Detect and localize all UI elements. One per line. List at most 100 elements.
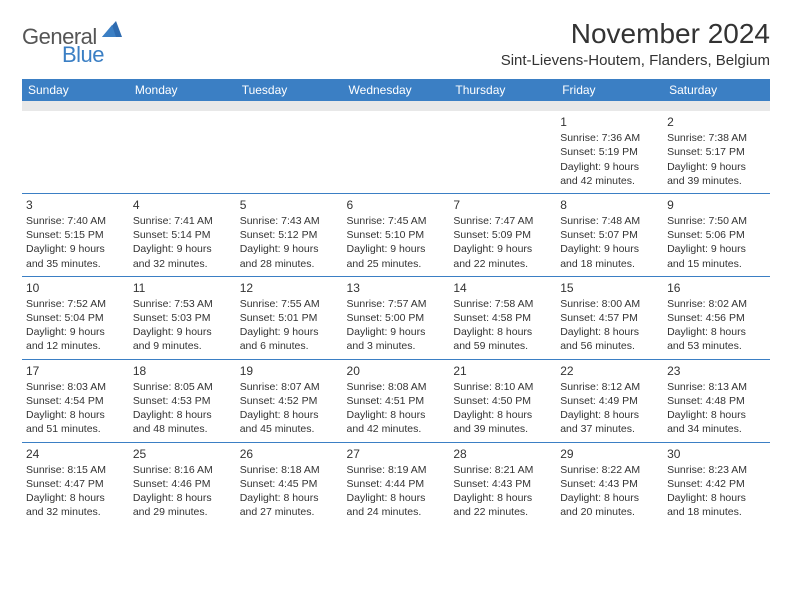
day-number: 9 [667, 197, 766, 213]
daylight-text: Daylight: 8 hours and 39 minutes. [453, 408, 552, 436]
day-cell: 9Sunrise: 7:50 AMSunset: 5:06 PMDaylight… [663, 193, 770, 276]
daylight-text: Daylight: 9 hours and 15 minutes. [667, 242, 766, 270]
day-cell: 15Sunrise: 8:00 AMSunset: 4:57 PMDayligh… [556, 276, 663, 359]
week-row: 10Sunrise: 7:52 AMSunset: 5:04 PMDayligh… [22, 276, 770, 359]
daylight-text: Daylight: 8 hours and 51 minutes. [26, 408, 125, 436]
daylight-text: Daylight: 8 hours and 34 minutes. [667, 408, 766, 436]
day-number: 4 [133, 197, 232, 213]
daylight-text: Daylight: 9 hours and 6 minutes. [240, 325, 339, 353]
day-number: 6 [347, 197, 446, 213]
sunset-text: Sunset: 5:03 PM [133, 311, 232, 325]
day-cell [129, 111, 236, 193]
day-cell: 26Sunrise: 8:18 AMSunset: 4:45 PMDayligh… [236, 442, 343, 524]
sunset-text: Sunset: 4:42 PM [667, 477, 766, 491]
day-cell: 20Sunrise: 8:08 AMSunset: 4:51 PMDayligh… [343, 359, 450, 442]
sunrise-text: Sunrise: 7:40 AM [26, 214, 125, 228]
daylight-text: Daylight: 8 hours and 27 minutes. [240, 491, 339, 519]
daylight-text: Daylight: 9 hours and 39 minutes. [667, 160, 766, 188]
sunset-text: Sunset: 4:56 PM [667, 311, 766, 325]
sunrise-text: Sunrise: 7:38 AM [667, 131, 766, 145]
day-cell: 29Sunrise: 8:22 AMSunset: 4:43 PMDayligh… [556, 442, 663, 524]
day-number: 27 [347, 446, 446, 462]
day-number: 11 [133, 280, 232, 296]
sunrise-text: Sunrise: 7:58 AM [453, 297, 552, 311]
day-cell: 23Sunrise: 8:13 AMSunset: 4:48 PMDayligh… [663, 359, 770, 442]
daylight-text: Daylight: 9 hours and 22 minutes. [453, 242, 552, 270]
sunset-text: Sunset: 4:47 PM [26, 477, 125, 491]
day-cell: 18Sunrise: 8:05 AMSunset: 4:53 PMDayligh… [129, 359, 236, 442]
sunset-text: Sunset: 4:53 PM [133, 394, 232, 408]
day-number: 12 [240, 280, 339, 296]
sunrise-text: Sunrise: 7:45 AM [347, 214, 446, 228]
sunset-text: Sunset: 4:43 PM [560, 477, 659, 491]
sunset-text: Sunset: 5:06 PM [667, 228, 766, 242]
daylight-text: Daylight: 8 hours and 45 minutes. [240, 408, 339, 436]
day-number: 8 [560, 197, 659, 213]
sunset-text: Sunset: 4:58 PM [453, 311, 552, 325]
daylight-text: Daylight: 8 hours and 42 minutes. [347, 408, 446, 436]
sunset-text: Sunset: 5:12 PM [240, 228, 339, 242]
sunset-text: Sunset: 4:49 PM [560, 394, 659, 408]
day-number: 7 [453, 197, 552, 213]
day-number: 14 [453, 280, 552, 296]
sunrise-text: Sunrise: 7:52 AM [26, 297, 125, 311]
day-cell: 16Sunrise: 8:02 AMSunset: 4:56 PMDayligh… [663, 276, 770, 359]
daylight-text: Daylight: 9 hours and 35 minutes. [26, 242, 125, 270]
sunrise-text: Sunrise: 8:08 AM [347, 380, 446, 394]
sunrise-text: Sunrise: 8:03 AM [26, 380, 125, 394]
daylight-text: Daylight: 8 hours and 53 minutes. [667, 325, 766, 353]
day-header: Friday [556, 79, 663, 101]
day-header: Wednesday [343, 79, 450, 101]
day-number: 5 [240, 197, 339, 213]
sunrise-text: Sunrise: 7:57 AM [347, 297, 446, 311]
sunset-text: Sunset: 5:15 PM [26, 228, 125, 242]
spacer-row [22, 101, 770, 111]
sunrise-text: Sunrise: 8:15 AM [26, 463, 125, 477]
day-number: 18 [133, 363, 232, 379]
daylight-text: Daylight: 8 hours and 37 minutes. [560, 408, 659, 436]
sunrise-text: Sunrise: 7:36 AM [560, 131, 659, 145]
sunset-text: Sunset: 5:19 PM [560, 145, 659, 159]
day-number: 20 [347, 363, 446, 379]
daylight-text: Daylight: 8 hours and 20 minutes. [560, 491, 659, 519]
sunrise-text: Sunrise: 7:48 AM [560, 214, 659, 228]
day-number: 19 [240, 363, 339, 379]
day-cell: 27Sunrise: 8:19 AMSunset: 4:44 PMDayligh… [343, 442, 450, 524]
day-cell: 6Sunrise: 7:45 AMSunset: 5:10 PMDaylight… [343, 193, 450, 276]
sunset-text: Sunset: 5:17 PM [667, 145, 766, 159]
sunset-text: Sunset: 4:52 PM [240, 394, 339, 408]
daylight-text: Daylight: 9 hours and 3 minutes. [347, 325, 446, 353]
sunset-text: Sunset: 5:01 PM [240, 311, 339, 325]
day-cell: 21Sunrise: 8:10 AMSunset: 4:50 PMDayligh… [449, 359, 556, 442]
daylight-text: Daylight: 9 hours and 9 minutes. [133, 325, 232, 353]
day-cell [236, 111, 343, 193]
sunrise-text: Sunrise: 8:23 AM [667, 463, 766, 477]
day-cell [343, 111, 450, 193]
day-header: Sunday [22, 79, 129, 101]
day-number: 23 [667, 363, 766, 379]
calendar-table: Sunday Monday Tuesday Wednesday Thursday… [22, 79, 770, 524]
sunset-text: Sunset: 4:45 PM [240, 477, 339, 491]
day-cell: 11Sunrise: 7:53 AMSunset: 5:03 PMDayligh… [129, 276, 236, 359]
day-number: 22 [560, 363, 659, 379]
day-number: 28 [453, 446, 552, 462]
day-number: 26 [240, 446, 339, 462]
sunrise-text: Sunrise: 8:21 AM [453, 463, 552, 477]
header: General Blue November 2024 Sint-Lievens-… [22, 18, 770, 69]
day-cell [449, 111, 556, 193]
month-title: November 2024 [501, 18, 770, 50]
sunset-text: Sunset: 4:57 PM [560, 311, 659, 325]
day-cell: 13Sunrise: 7:57 AMSunset: 5:00 PMDayligh… [343, 276, 450, 359]
sunrise-text: Sunrise: 7:55 AM [240, 297, 339, 311]
daylight-text: Daylight: 9 hours and 32 minutes. [133, 242, 232, 270]
daylight-text: Daylight: 8 hours and 32 minutes. [26, 491, 125, 519]
sunset-text: Sunset: 4:54 PM [26, 394, 125, 408]
day-number: 16 [667, 280, 766, 296]
sunrise-text: Sunrise: 8:18 AM [240, 463, 339, 477]
sunset-text: Sunset: 4:51 PM [347, 394, 446, 408]
daylight-text: Daylight: 9 hours and 28 minutes. [240, 242, 339, 270]
title-block: November 2024 Sint-Lievens-Houtem, Fland… [501, 18, 770, 69]
day-cell: 19Sunrise: 8:07 AMSunset: 4:52 PMDayligh… [236, 359, 343, 442]
day-cell: 1Sunrise: 7:36 AMSunset: 5:19 PMDaylight… [556, 111, 663, 193]
daylight-text: Daylight: 9 hours and 18 minutes. [560, 242, 659, 270]
